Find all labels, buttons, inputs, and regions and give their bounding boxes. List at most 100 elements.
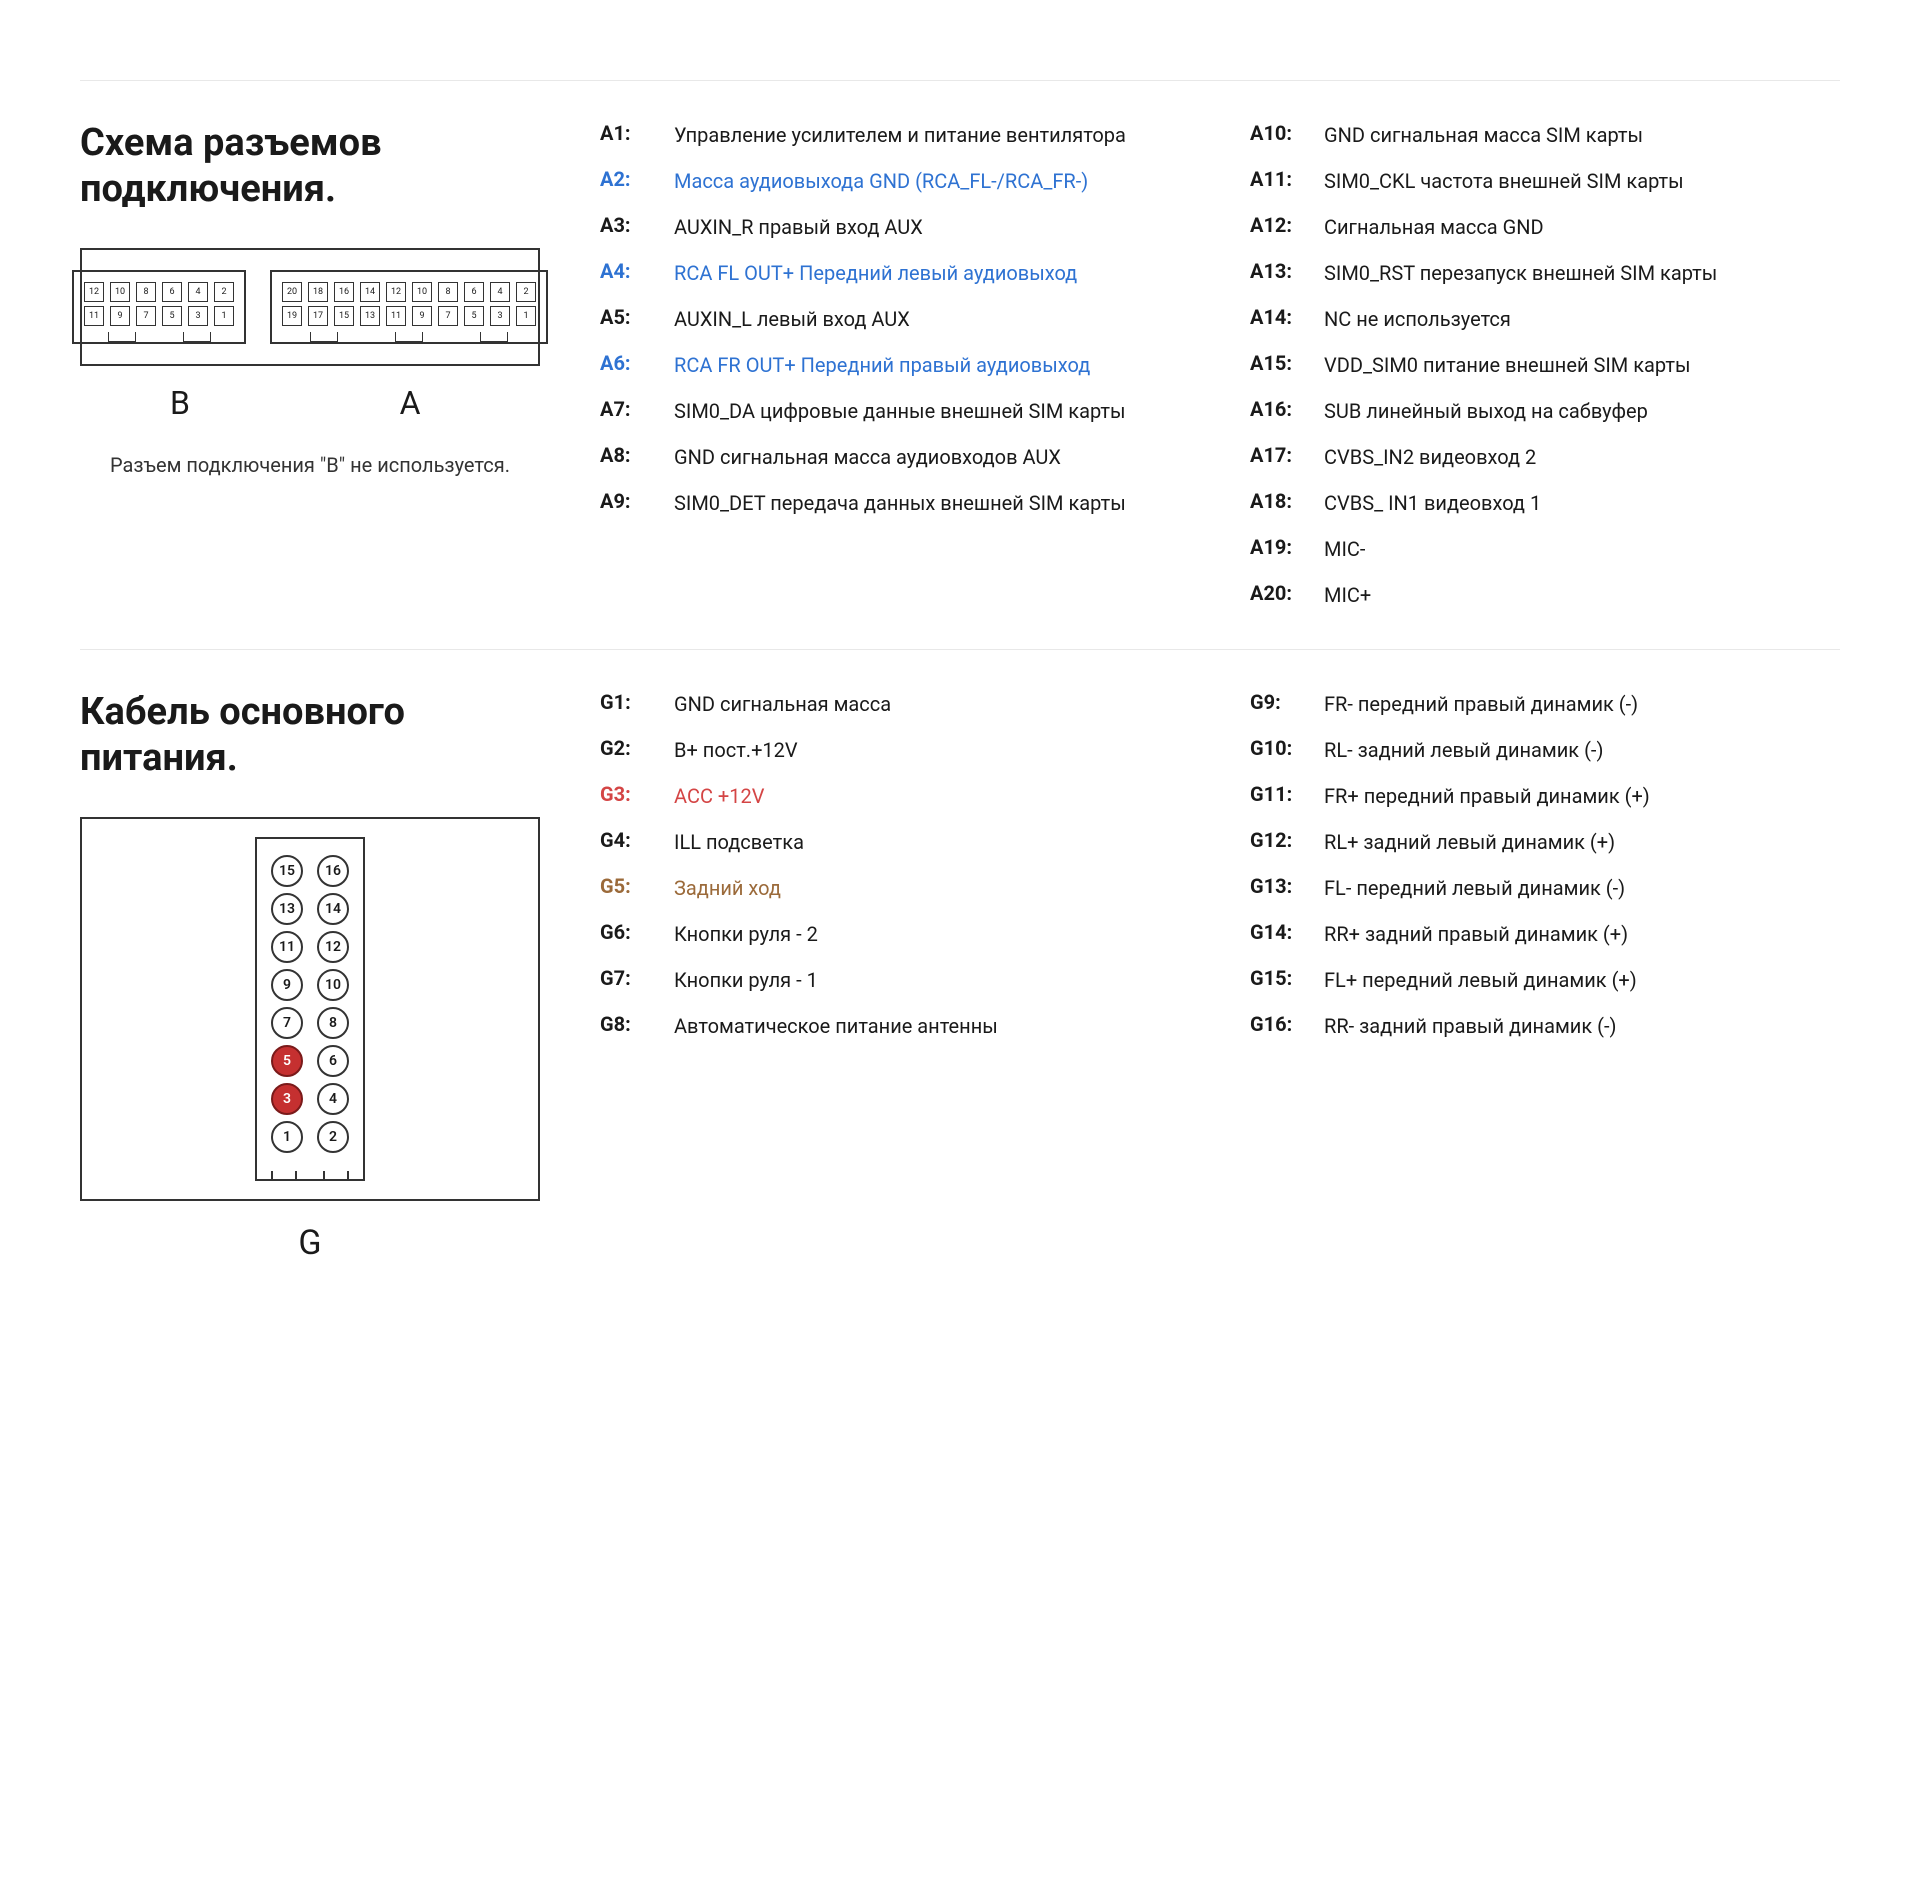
pin-id: A18: xyxy=(1250,489,1308,513)
pin-desc: SIM0_DET передача данных внешней SIM кар… xyxy=(674,489,1126,517)
section-power: Кабель основного питания. 15161314111291… xyxy=(80,690,1840,1263)
pin-id: G14: xyxy=(1250,920,1308,944)
pin-desc: SIM0_DA цифровые данные внешней SIM карт… xyxy=(674,397,1126,425)
g-pin-13: 13 xyxy=(271,893,303,925)
label-g: G xyxy=(80,1223,540,1263)
pin-square: 12 xyxy=(84,282,104,302)
connector-diagram-box: 121086421197531 201816141210864219171513… xyxy=(80,248,540,366)
g-pin-16: 16 xyxy=(317,855,349,887)
pin-id: G11: xyxy=(1250,782,1308,806)
pin-desc: FL- передний левый динамик (-) xyxy=(1324,874,1625,902)
pin-id: A20: xyxy=(1250,581,1308,605)
pin-square: 7 xyxy=(438,306,458,326)
pin-desc: RR- задний правый динамик (-) xyxy=(1324,1012,1616,1040)
pin-square: 2 xyxy=(214,282,234,302)
pin-desc: SIM0_CKL частота внешней SIM карты xyxy=(1324,167,1684,195)
pin-row: G11: FR+ передний правый динамик (+) xyxy=(1250,782,1840,810)
pin-row: G10:RL- задний левый динамик (-) xyxy=(1250,736,1840,764)
g-pin-14: 14 xyxy=(317,893,349,925)
pin-id: A12: xyxy=(1250,213,1308,237)
pin-desc: FL+ передний левый динамик (+) xyxy=(1324,966,1637,994)
tab xyxy=(271,1171,297,1181)
pin-square: 1 xyxy=(516,306,536,326)
pin-id: G6: xyxy=(600,920,658,944)
tab xyxy=(323,1171,349,1181)
pin-square: 3 xyxy=(490,306,510,326)
pin-id: G2: xyxy=(600,736,658,760)
pin-id: A4: xyxy=(600,259,658,283)
pin-square: 10 xyxy=(412,282,432,302)
pin-id: A17: xyxy=(1250,443,1308,467)
pin-row: G2:B+ пост.+12V xyxy=(600,736,1190,764)
pin-row: A18:CVBS_ IN1 видеовход 1 xyxy=(1250,489,1840,517)
pin-row: A1:Управление усилителем и питание венти… xyxy=(600,121,1190,149)
pin-row: A3:AUXIN_R правый вход AUX xyxy=(600,213,1190,241)
g-connector-outer: 15161314111291078563412 xyxy=(80,817,540,1201)
connector-a-pins: 2018161412108642191715131197531 xyxy=(282,282,536,326)
pin-row: A8:GND сигнальная масса аудиовходов AUX xyxy=(600,443,1190,471)
pin-square: 9 xyxy=(412,306,432,326)
g-pin-9: 9 xyxy=(271,969,303,1001)
pin-square: 15 xyxy=(334,306,354,326)
pin-desc: AUXIN_R правый вход AUX xyxy=(674,213,923,241)
pin-desc: SUB линейный выход на сабвуфер xyxy=(1324,397,1648,425)
pin-id: A14: xyxy=(1250,305,1308,329)
pin-square: 5 xyxy=(464,306,484,326)
pin-row: G1:GND сигнальная масса xyxy=(600,690,1190,718)
pin-id: A11: xyxy=(1250,167,1308,191)
pin-id: G10: xyxy=(1250,736,1308,760)
pin-square: 6 xyxy=(464,282,484,302)
pin-row: A10:GND сигнальная масса SIM карты xyxy=(1250,121,1840,149)
pin-desc: GND сигнальная масса аудиовходов AUX xyxy=(674,443,1061,471)
pin-square: 12 xyxy=(386,282,406,302)
section1-left: Схема разъемов подключения. 121086421197… xyxy=(80,121,540,609)
pin-id: G13: xyxy=(1250,874,1308,898)
pin-id: A2: xyxy=(600,167,658,191)
section2-left: Кабель основного питания. 15161314111291… xyxy=(80,690,540,1263)
section1-pins-left: A1:Управление усилителем и питание венти… xyxy=(600,121,1190,609)
pin-desc: AUXIN_L левый вход AUX xyxy=(674,305,910,333)
pin-id: G12: xyxy=(1250,828,1308,852)
pin-square: 19 xyxy=(282,306,302,326)
pin-row: A5:AUXIN_L левый вход AUX xyxy=(600,305,1190,333)
pin-row: G7:Кнопки руля - 1 xyxy=(600,966,1190,994)
pin-id: G9: xyxy=(1250,690,1308,714)
pin-square: 11 xyxy=(386,306,406,326)
g-pin-2: 2 xyxy=(317,1121,349,1153)
g-pin-4: 4 xyxy=(317,1083,349,1115)
pin-desc: RR+ задний правый динамик (+) xyxy=(1324,920,1628,948)
tab xyxy=(310,332,338,342)
pin-desc: Управление усилителем и питание вентилят… xyxy=(674,121,1126,149)
pin-desc: NC не используется xyxy=(1324,305,1511,333)
pin-row: A12:Сигнальная масса GND xyxy=(1250,213,1840,241)
pin-desc: FR- передний правый динамик (-) xyxy=(1324,690,1638,718)
pin-desc: SIM0_RST перезапуск внешней SIM карты xyxy=(1324,259,1717,287)
g-pin-7: 7 xyxy=(271,1007,303,1039)
pin-row: G6:Кнопки руля - 2 xyxy=(600,920,1190,948)
g-connector-grid: 15161314111291078563412 xyxy=(271,855,349,1153)
pin-desc: VDD_SIM0 питание внешней SIM карты xyxy=(1324,351,1690,379)
tab xyxy=(480,332,508,342)
g-pin-10: 10 xyxy=(317,969,349,1001)
pin-row: A15:VDD_SIM0 питание внешней SIM карты xyxy=(1250,351,1840,379)
pin-desc: FR+ передний правый динамик (+) xyxy=(1324,782,1650,810)
pin-id: A9: xyxy=(600,489,658,513)
pin-square: 10 xyxy=(110,282,130,302)
connector-b: 121086421197531 xyxy=(72,270,246,344)
pin-square: 9 xyxy=(110,306,130,326)
pin-row: A11: SIM0_CKL частота внешней SIM карты xyxy=(1250,167,1840,195)
tab xyxy=(395,332,423,342)
pin-id: G7: xyxy=(600,966,658,990)
pin-desc: MIC+ xyxy=(1324,581,1371,609)
connector-a-tabs xyxy=(282,332,536,342)
section-connectors: Схема разъемов подключения. 121086421197… xyxy=(80,121,1840,609)
pin-desc: CVBS_IN2 видеовход 2 xyxy=(1324,443,1536,471)
pin-square: 17 xyxy=(308,306,328,326)
pin-id: A7: xyxy=(600,397,658,421)
pin-desc: MIC- xyxy=(1324,535,1365,563)
pin-desc: Задний ход xyxy=(674,874,781,902)
g-pin-6: 6 xyxy=(317,1045,349,1077)
pin-id: G16: xyxy=(1250,1012,1308,1036)
pin-desc: ILL подсветка xyxy=(674,828,804,856)
pin-row: G13: FL- передний левый динамик (-) xyxy=(1250,874,1840,902)
